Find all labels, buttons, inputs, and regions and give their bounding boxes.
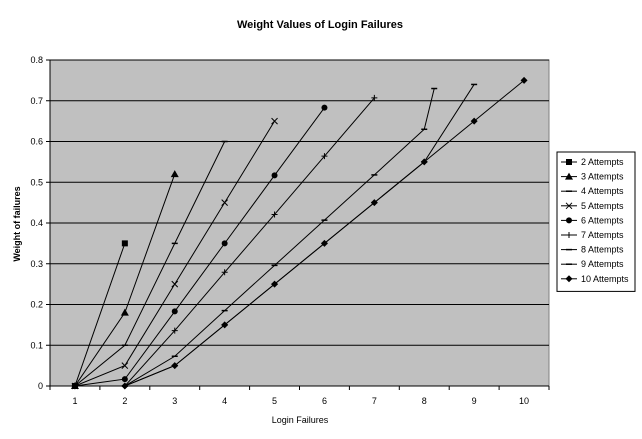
series-line xyxy=(74,141,226,387)
ticks: 0 0.1 0.2 0.3 0.4 0.5 0.6 0.7 0.8 1 2 3 4 5 6 7 8 9 10 xyxy=(30,55,550,406)
data-point xyxy=(221,269,228,276)
data-point xyxy=(371,94,378,101)
data-point xyxy=(520,76,528,84)
series-line xyxy=(74,79,525,387)
data-point xyxy=(121,240,128,247)
series-line xyxy=(74,107,325,387)
legend-marker xyxy=(566,217,572,224)
legend-entry: 2 Attempts xyxy=(581,157,624,167)
y-tick-label: 0 xyxy=(38,381,43,391)
data-point xyxy=(120,308,129,316)
data-point xyxy=(271,172,278,179)
data-point xyxy=(221,321,229,329)
series-8-attempts xyxy=(71,87,438,387)
y-tick-label: 0.2 xyxy=(30,300,43,310)
chart-title: Weight Values of Login Failures xyxy=(237,19,403,31)
data-point xyxy=(320,239,328,247)
y-tick-label: 0.3 xyxy=(30,259,43,269)
y-tick-label: 0.6 xyxy=(30,137,43,147)
y-tick-label: 0.1 xyxy=(30,340,43,350)
data-point xyxy=(121,376,128,383)
data-point xyxy=(121,382,129,390)
series-10-attempts xyxy=(71,76,528,390)
y-tick-label: 0.5 xyxy=(30,177,43,187)
data-point xyxy=(271,117,278,125)
legend-entry: 9 Attempts xyxy=(581,259,624,269)
legend-marker xyxy=(565,202,573,210)
x-tick-label: 3 xyxy=(172,396,177,406)
x-tick-label: 2 xyxy=(122,396,127,406)
data-point xyxy=(121,362,129,369)
x-tick-label: 9 xyxy=(472,396,477,406)
series-5-attempts xyxy=(71,117,278,390)
legend-entry: 7 Attempts xyxy=(581,230,624,240)
legend: 2 Attempts 3 Attempts 4 Attempts 5 Attempts… xyxy=(556,151,636,292)
data-point xyxy=(170,170,179,178)
data-point xyxy=(71,382,79,390)
data-point xyxy=(321,104,328,111)
y-axis-label: Weight of failures xyxy=(12,186,22,261)
data-point xyxy=(370,199,378,207)
legend-entry: 3 Attempts xyxy=(581,172,624,182)
data-point xyxy=(171,280,179,288)
data-point xyxy=(171,327,178,334)
x-tick-label: 8 xyxy=(422,396,427,406)
legend-marker xyxy=(565,172,573,180)
legend-marker xyxy=(566,159,572,165)
data-point xyxy=(171,308,178,315)
legend-entry: 8 Attempts xyxy=(581,245,624,255)
series-group xyxy=(70,76,528,390)
data-point xyxy=(420,158,428,166)
series-line xyxy=(74,243,126,387)
x-tick-label: 6 xyxy=(322,396,327,406)
x-tick-label: 5 xyxy=(272,396,277,406)
x-tick-label: 1 xyxy=(72,396,77,406)
data-point xyxy=(470,117,478,125)
legend-entry: 10 Attempts xyxy=(581,274,629,284)
y-tick-label: 0.4 xyxy=(30,218,43,228)
data-point xyxy=(221,199,229,206)
legend-entry: 4 Attempts xyxy=(581,186,624,196)
legend-entry: 5 Attempts xyxy=(581,201,624,211)
y-tick-label: 0.8 xyxy=(30,55,43,65)
legend-marker xyxy=(566,232,572,238)
y-tick-label: 0.7 xyxy=(30,96,43,106)
x-axis-label: Login Failures xyxy=(272,415,329,425)
x-tick-label: 10 xyxy=(519,396,529,406)
legend-marker xyxy=(565,275,573,283)
data-point xyxy=(171,362,179,370)
legend-entry: 6 Attempts xyxy=(581,215,624,225)
data-point xyxy=(321,153,328,160)
data-point xyxy=(271,280,279,288)
x-tick-label: 7 xyxy=(372,396,377,406)
data-point xyxy=(271,211,278,218)
data-point xyxy=(221,240,228,247)
x-tick-label: 4 xyxy=(222,396,227,406)
